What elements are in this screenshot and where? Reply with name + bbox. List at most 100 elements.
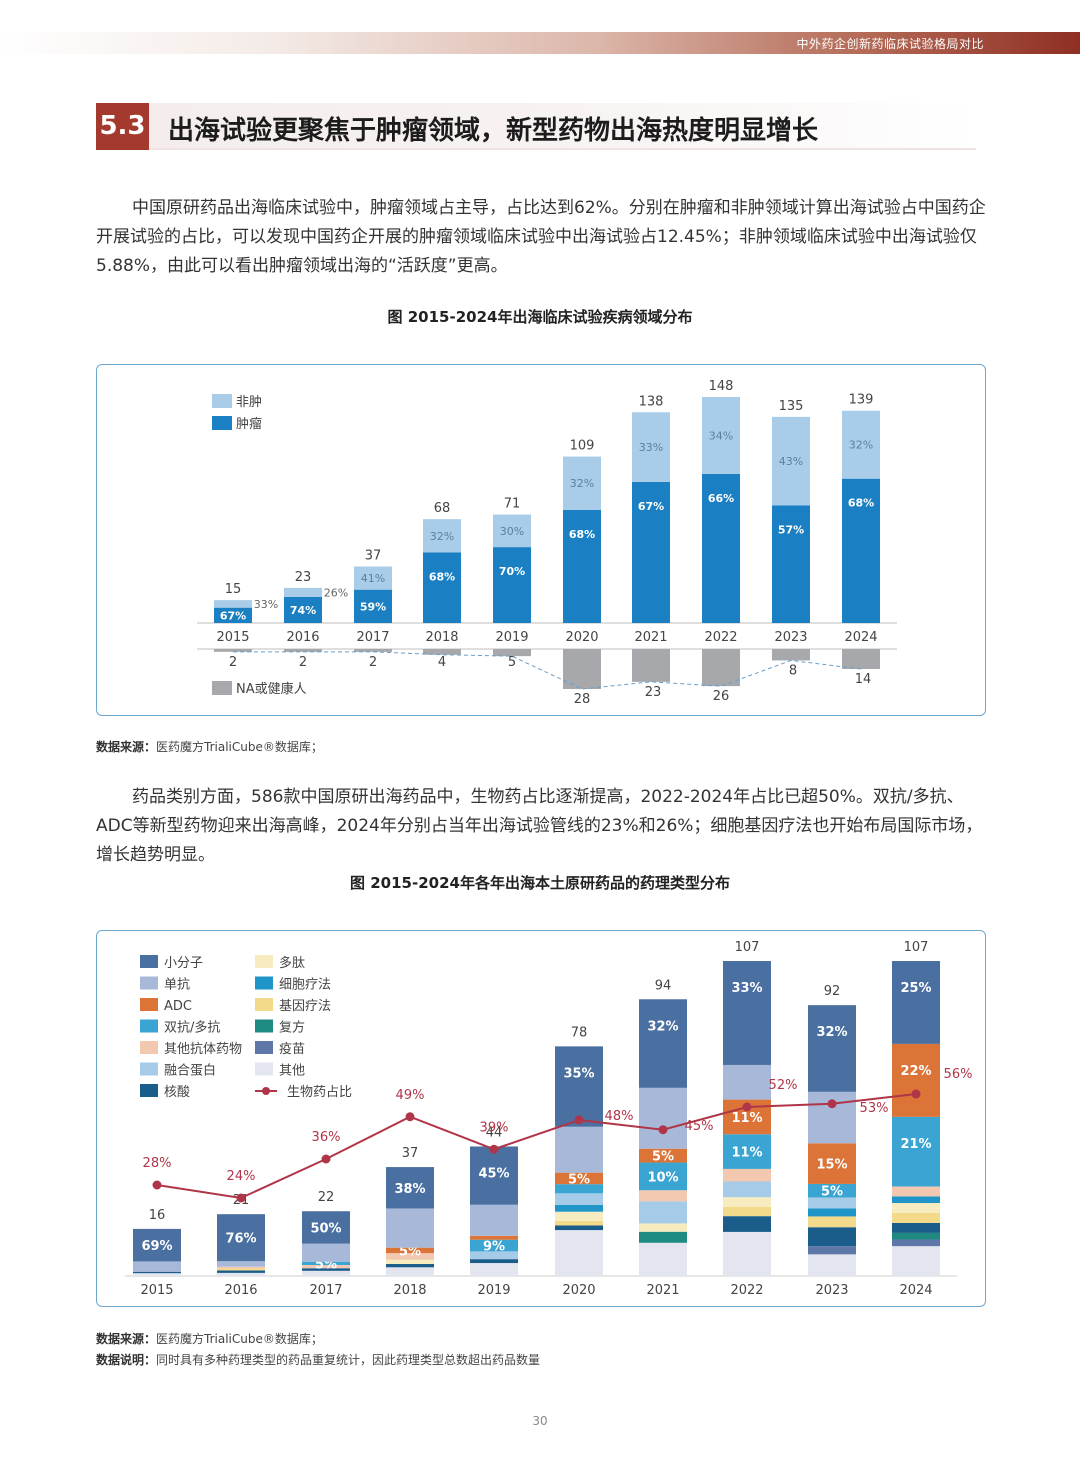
bar-non-tumor-percent-2024: 32% xyxy=(849,439,873,452)
segment-label-ADC-2021: 5% xyxy=(652,1150,674,1165)
bar-复方-2021 xyxy=(639,1231,687,1243)
segment-label-小分子-2021: 32% xyxy=(647,1019,678,1034)
x-tick-label-2015: 2015 xyxy=(140,1283,173,1298)
bar-双抗/多抗-2024 xyxy=(892,1116,940,1187)
bar-细胞疗法-2023 xyxy=(808,1208,856,1217)
bar-non-tumor-percent-2020: 32% xyxy=(570,477,594,490)
figure-2-note-label: 数据说明： xyxy=(96,1353,157,1367)
bar-双抗/多抗-2017 xyxy=(302,1261,350,1265)
bar-total-label-2023: 135 xyxy=(779,399,804,414)
line-point-label-2018: 49% xyxy=(396,1088,425,1103)
bar-单抗-2017 xyxy=(302,1243,350,1262)
bar-tumor-2024 xyxy=(842,478,880,623)
line-point-label-2021: 45% xyxy=(685,1119,714,1134)
line-point-label-2024: 56% xyxy=(944,1067,973,1082)
bar-non-tumor-percent-2015: 33% xyxy=(254,598,278,611)
na-value-label-2015: 2 xyxy=(229,655,237,670)
bar-核酸-2017 xyxy=(302,1268,350,1271)
x-tick-label-2016: 2016 xyxy=(286,630,319,645)
legend-label-多肽: 多肽 xyxy=(279,955,305,971)
body-paragraph-2: 药品类别方面，586款中国原研出海药品中，生物药占比逐渐提高，2022-2024… xyxy=(96,787,983,865)
x-tick-label-2018: 2018 xyxy=(393,1283,426,1298)
bar-其他-2015 xyxy=(133,1273,181,1276)
bar-细胞疗法-2024 xyxy=(892,1196,940,1204)
segment-label-小分子-2016: 76% xyxy=(225,1232,256,1247)
bar-基因疗法-2023 xyxy=(808,1216,856,1228)
na-value-label-2024: 14 xyxy=(855,672,872,687)
bar-na-2024 xyxy=(842,649,880,669)
bar-双抗/多抗-2021 xyxy=(639,1162,687,1191)
bar-其他-2016 xyxy=(217,1272,265,1276)
figure-1-source-label: 数据来源： xyxy=(96,740,157,754)
bar-ADC-2018 xyxy=(386,1247,434,1254)
bar-non-tumor-2022 xyxy=(702,397,740,474)
bar-小分子-2020 xyxy=(555,1046,603,1127)
legend-label-基因疗法: 基因疗法 xyxy=(279,999,331,1014)
bar-non-tumor-2015 xyxy=(214,600,252,608)
bar-tumor-percent-2024: 68% xyxy=(848,497,874,510)
bar-total-label-2017: 22 xyxy=(318,1190,335,1205)
bar-na-2017 xyxy=(354,649,392,652)
bar-多肽-2021 xyxy=(639,1223,687,1232)
bar-ADC-2024 xyxy=(892,1043,940,1117)
bar-核酸-2022 xyxy=(723,1216,771,1232)
bar-total-label-2015: 15 xyxy=(225,582,242,597)
bar-ADC-2023 xyxy=(808,1143,856,1184)
segment-label-ADC-2023: 15% xyxy=(816,1158,847,1173)
segment-label-ADC-2020: 5% xyxy=(568,1172,590,1187)
x-tick-label-2022: 2022 xyxy=(704,630,737,645)
bar-单抗-2020 xyxy=(555,1126,603,1173)
legend-label-细胞疗法: 细胞疗法 xyxy=(279,978,331,993)
legend-swatch-小分子 xyxy=(140,955,158,968)
bar-基因疗法-2024 xyxy=(892,1213,940,1223)
bar-tumor-2016 xyxy=(284,597,322,623)
segment-label-小分子-2019: 45% xyxy=(478,1166,509,1181)
segment-label-ADC-2024: 22% xyxy=(900,1064,931,1079)
bar-non-tumor-2023 xyxy=(772,416,810,506)
legend-swatch-non-tumor xyxy=(212,394,232,408)
legend-swatch-多肽 xyxy=(255,955,273,968)
legend-swatch-疫苗 xyxy=(255,1041,273,1054)
legend-label-其他抗体药物: 其他抗体药物 xyxy=(164,1042,242,1057)
bar-其他-2019 xyxy=(470,1263,518,1276)
legend-swatch-核酸 xyxy=(140,1084,158,1097)
line-point-2020 xyxy=(574,1115,584,1125)
bar-小分子-2019 xyxy=(470,1146,518,1205)
na-value-label-2020: 28 xyxy=(574,692,591,707)
figure-1-source: 数据来源：医药魔方TrialiCube®数据库； xyxy=(96,738,323,755)
bar-na-2019 xyxy=(493,649,531,657)
x-tick-label-2015: 2015 xyxy=(216,630,249,645)
segment-label-双抗/多抗-2021: 10% xyxy=(647,1170,678,1185)
na-value-label-2019: 5 xyxy=(508,655,516,670)
bar-单抗-2015 xyxy=(133,1261,181,1272)
segment-label-小分子-2018: 38% xyxy=(394,1182,425,1197)
bar-non-tumor-2018 xyxy=(423,519,461,553)
legend-label-na: NA或健康人 xyxy=(236,681,307,697)
segment-label-ADC-2018: 5% xyxy=(399,1244,421,1259)
bar-non-tumor-percent-2022: 34% xyxy=(709,429,733,442)
bar-基因疗法-2022 xyxy=(723,1206,771,1217)
bar-疫苗-2023 xyxy=(808,1246,856,1255)
bar-tumor-2019 xyxy=(493,547,531,623)
legend-label-其他: 其他 xyxy=(279,1064,305,1079)
bar-total-label-2022: 107 xyxy=(735,940,760,955)
legend-swatch-其他抗体药物 xyxy=(140,1041,158,1054)
bar-total-label-2019: 71 xyxy=(504,497,521,512)
line-point-label-2015: 28% xyxy=(143,1156,172,1171)
na-value-label-2021: 23 xyxy=(645,685,662,700)
line-point-label-2017: 36% xyxy=(312,1130,341,1145)
bar-total-label-2023: 92 xyxy=(824,984,841,999)
bar-tumor-2021 xyxy=(632,481,670,623)
bar-total-label-2018: 68 xyxy=(434,501,451,516)
line-point-2017 xyxy=(321,1154,331,1164)
bar-其他-2021 xyxy=(639,1242,687,1276)
bar-total-label-2017: 37 xyxy=(365,549,382,564)
bar-融合蛋白-2019 xyxy=(470,1251,518,1260)
bar-多肽-2020 xyxy=(555,1211,603,1221)
x-tick-label-2020: 2020 xyxy=(562,1283,595,1298)
bar-融合蛋白-2022 xyxy=(723,1181,771,1198)
na-value-label-2017: 2 xyxy=(369,655,377,670)
bar-小分子-2024 xyxy=(892,961,940,1044)
line-point-2016 xyxy=(236,1193,246,1203)
